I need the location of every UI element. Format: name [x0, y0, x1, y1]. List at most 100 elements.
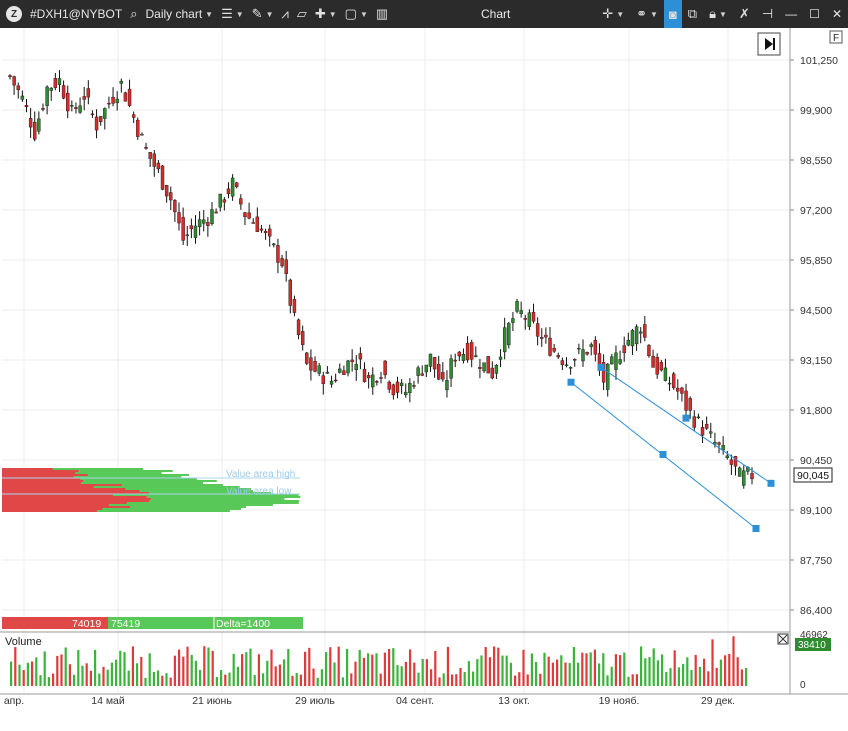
candle-body	[606, 363, 610, 390]
window-title: Chart	[481, 7, 511, 21]
volume-bar	[358, 649, 361, 686]
candle-body	[8, 75, 12, 78]
channel-handle[interactable]	[752, 525, 760, 533]
volume-bar	[371, 654, 374, 686]
volume-bar	[383, 652, 386, 686]
volume-bar	[26, 662, 29, 686]
volume-bar	[404, 661, 407, 686]
chevron-down-icon: ▼	[265, 9, 274, 19]
candle-body	[333, 379, 338, 382]
time-tick-label: 14 май	[91, 695, 125, 707]
search-icon[interactable]: ⌕	[130, 6, 138, 21]
volume-bar	[215, 677, 218, 686]
close-button[interactable]: ✕	[831, 7, 842, 21]
volume-bar	[589, 652, 592, 686]
pencil-icon[interactable]: ✎ ▼	[251, 6, 274, 21]
volume-bar	[73, 674, 76, 686]
volume-bar	[333, 662, 336, 686]
app-logo-icon: Z	[6, 6, 22, 22]
camera-icon[interactable]: ◙	[663, 0, 682, 28]
profile-buy-bar	[2, 472, 162, 474]
channel-handle[interactable]	[597, 363, 605, 371]
candle-body	[296, 319, 301, 336]
candle-body	[24, 105, 29, 108]
windows-icon[interactable]: ⧉	[687, 6, 698, 21]
candle-body	[461, 353, 466, 361]
profile-buy-bar	[2, 486, 240, 488]
link-icon[interactable]: ⚭ ▼	[636, 6, 658, 21]
tools-icon[interactable]: ✗	[738, 6, 750, 21]
crosshair-icon[interactable]: ✚ ▼	[314, 6, 337, 21]
volume-bar	[421, 658, 424, 686]
volume-bar	[388, 648, 391, 686]
volume-bar	[56, 655, 59, 686]
candle-body	[144, 147, 148, 149]
layout-icon[interactable]: ▢ ▼	[344, 6, 368, 21]
channel-upper-line[interactable]	[600, 366, 772, 484]
volume-bar	[346, 648, 349, 686]
candle-body	[432, 357, 437, 370]
volume-bar	[43, 651, 46, 686]
volume-bar	[81, 665, 84, 686]
volume-bar	[329, 647, 332, 686]
timeframe-selector[interactable]: Daily chart ▼	[141, 0, 217, 28]
channel-handle[interactable]	[682, 414, 690, 422]
candle-body	[140, 134, 144, 136]
profile-buy-bar	[2, 480, 217, 482]
volume-bar	[564, 662, 567, 686]
template-icon[interactable]: ▱	[296, 6, 307, 21]
candle-body	[177, 212, 181, 224]
price-chart[interactable]: 101,250 99,900 98,550 97,200 95,850 94,500 93,…	[0, 28, 848, 728]
volume-bar	[640, 646, 643, 686]
cursor-icon[interactable]: ✛ ▼	[602, 6, 625, 21]
candle-body	[626, 339, 631, 346]
profile-buy-bar	[2, 496, 301, 498]
volume-bar	[190, 654, 193, 686]
candle-body	[437, 364, 441, 380]
maximize-button[interactable]: ☐	[809, 7, 820, 21]
candle-body	[12, 76, 16, 86]
candle-body	[148, 152, 152, 159]
volume-bar	[169, 677, 172, 686]
candle-body	[243, 212, 247, 218]
volume-bar	[568, 663, 571, 686]
candle-body	[325, 371, 330, 374]
volume-bar	[186, 646, 189, 686]
pin-icon[interactable]: ⊣	[761, 6, 774, 21]
volume-bar	[467, 661, 470, 686]
volume-bar	[253, 675, 256, 686]
profile-sell-bar	[2, 480, 84, 482]
indicator-icon[interactable]: ⩘	[281, 6, 289, 21]
candle-body	[399, 382, 404, 387]
time-tick-label: апр.	[4, 695, 24, 707]
candle-body	[391, 384, 396, 396]
price-tick-label: 98,550	[800, 155, 832, 167]
layers-icon[interactable]: ▥	[375, 6, 389, 21]
candle-body	[239, 198, 243, 205]
channel-handle[interactable]	[767, 479, 775, 487]
candle-body	[218, 193, 222, 208]
volume-bar	[530, 653, 533, 686]
volume-bar	[472, 671, 475, 686]
minimize-button[interactable]: —	[785, 7, 798, 21]
symbol-selector[interactable]: #DXH1@NYBOT	[26, 0, 126, 28]
list-icon[interactable]: ☰ ▼	[221, 6, 244, 21]
lock-icon[interactable]: 🔒︎ ▼	[709, 6, 727, 21]
volume-bar	[173, 655, 176, 686]
volume-bar	[106, 669, 109, 686]
candle-body	[53, 77, 58, 88]
volume-bar	[572, 647, 575, 686]
candle-body	[721, 445, 725, 451]
channel-handle[interactable]	[567, 378, 575, 386]
chart-area[interactable]: 101,250 99,900 98,550 97,200 95,850 94,500 93,…	[0, 28, 848, 728]
volume-bar	[39, 675, 42, 686]
current-price-label: 90,045	[797, 470, 829, 482]
candle-body	[494, 364, 499, 374]
candle-body	[420, 373, 424, 376]
channel-handle[interactable]	[659, 450, 667, 458]
candle-body	[457, 351, 462, 357]
auto-scale-button[interactable]	[829, 30, 843, 44]
volume-bar	[623, 652, 626, 686]
trend-channel[interactable]	[567, 363, 775, 533]
candle-body	[115, 98, 119, 104]
